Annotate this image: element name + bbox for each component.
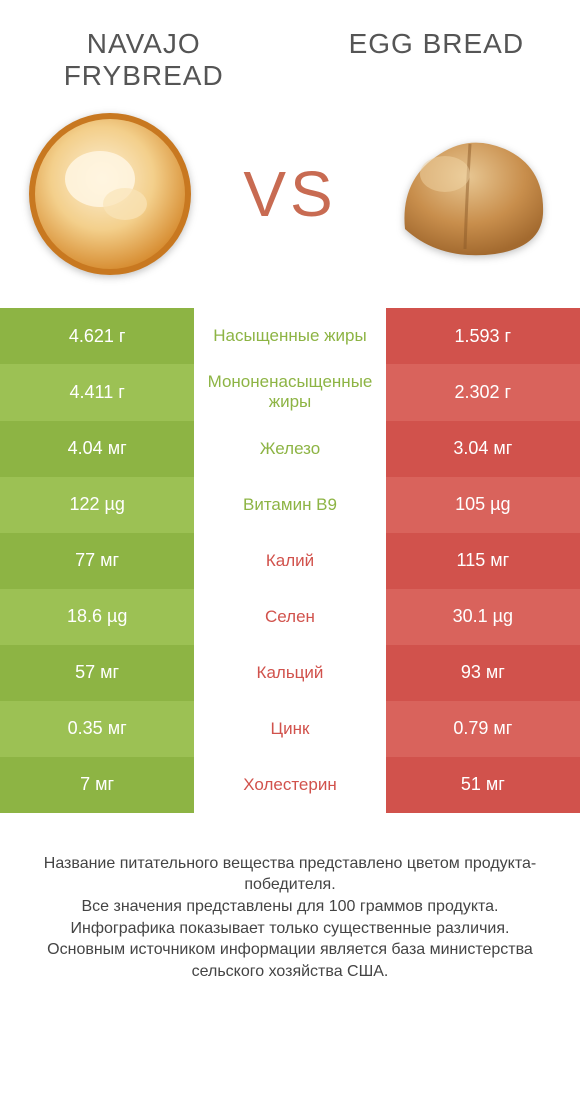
images-row: VS xyxy=(0,92,580,308)
nutrient-table: 4.621 гНасыщенные жиры1.593 г4.411 гМоно… xyxy=(0,308,580,813)
table-row: 18.6 µgСелен30.1 µg xyxy=(0,589,580,645)
table-row: 122 µgВитамин B9105 µg xyxy=(0,477,580,533)
value-right: 105 µg xyxy=(386,477,580,533)
value-left: 18.6 µg xyxy=(0,589,194,645)
header: NAVAJO FRYBREAD EGG BREAD xyxy=(0,0,580,92)
nutrient-label: Калий xyxy=(194,533,385,589)
nutrient-label: Холестерин xyxy=(194,757,385,813)
table-row: 77 мгКалий115 мг xyxy=(0,533,580,589)
value-left: 57 мг xyxy=(0,645,194,701)
value-right: 0.79 мг xyxy=(386,701,580,757)
nutrient-label: Цинк xyxy=(194,701,385,757)
table-row: 57 мгКальций93 мг xyxy=(0,645,580,701)
value-left: 77 мг xyxy=(0,533,194,589)
eggbread-image xyxy=(380,104,560,284)
value-right: 30.1 µg xyxy=(386,589,580,645)
title-right: EGG BREAD xyxy=(317,28,556,60)
value-right: 115 мг xyxy=(386,533,580,589)
value-right: 93 мг xyxy=(386,645,580,701)
value-right: 2.302 г xyxy=(386,364,580,421)
footer-line: Название питательного вещества представл… xyxy=(20,853,560,896)
nutrient-label: Кальций xyxy=(194,645,385,701)
value-left: 122 µg xyxy=(0,477,194,533)
value-left: 4.621 г xyxy=(0,308,194,364)
footer-line: Инфографика показывает только существенн… xyxy=(20,918,560,940)
value-left: 7 мг xyxy=(0,757,194,813)
title-left: NAVAJO FRYBREAD xyxy=(24,28,263,92)
vs-label: VS xyxy=(243,157,336,231)
table-row: 4.411 гМононенасыщенные жиры2.302 г xyxy=(0,364,580,421)
nutrient-label: Мононенасыщенные жиры xyxy=(194,364,385,421)
table-row: 4.621 гНасыщенные жиры1.593 г xyxy=(0,308,580,364)
value-right: 1.593 г xyxy=(386,308,580,364)
value-left: 4.411 г xyxy=(0,364,194,421)
nutrient-label: Витамин B9 xyxy=(194,477,385,533)
value-right: 51 мг xyxy=(386,757,580,813)
value-left: 0.35 мг xyxy=(0,701,194,757)
nutrient-label: Железо xyxy=(194,421,385,477)
frybread-image xyxy=(20,104,200,284)
table-row: 7 мгХолестерин51 мг xyxy=(0,757,580,813)
table-row: 0.35 мгЦинк0.79 мг xyxy=(0,701,580,757)
table-row: 4.04 мгЖелезо3.04 мг xyxy=(0,421,580,477)
value-right: 3.04 мг xyxy=(386,421,580,477)
footer-line: Основным источником информации является … xyxy=(20,939,560,982)
nutrient-label: Селен xyxy=(194,589,385,645)
value-left: 4.04 мг xyxy=(0,421,194,477)
footer-line: Все значения представлены для 100 граммо… xyxy=(20,896,560,918)
footer: Название питательного вещества представл… xyxy=(0,813,580,1003)
nutrient-label: Насыщенные жиры xyxy=(194,308,385,364)
